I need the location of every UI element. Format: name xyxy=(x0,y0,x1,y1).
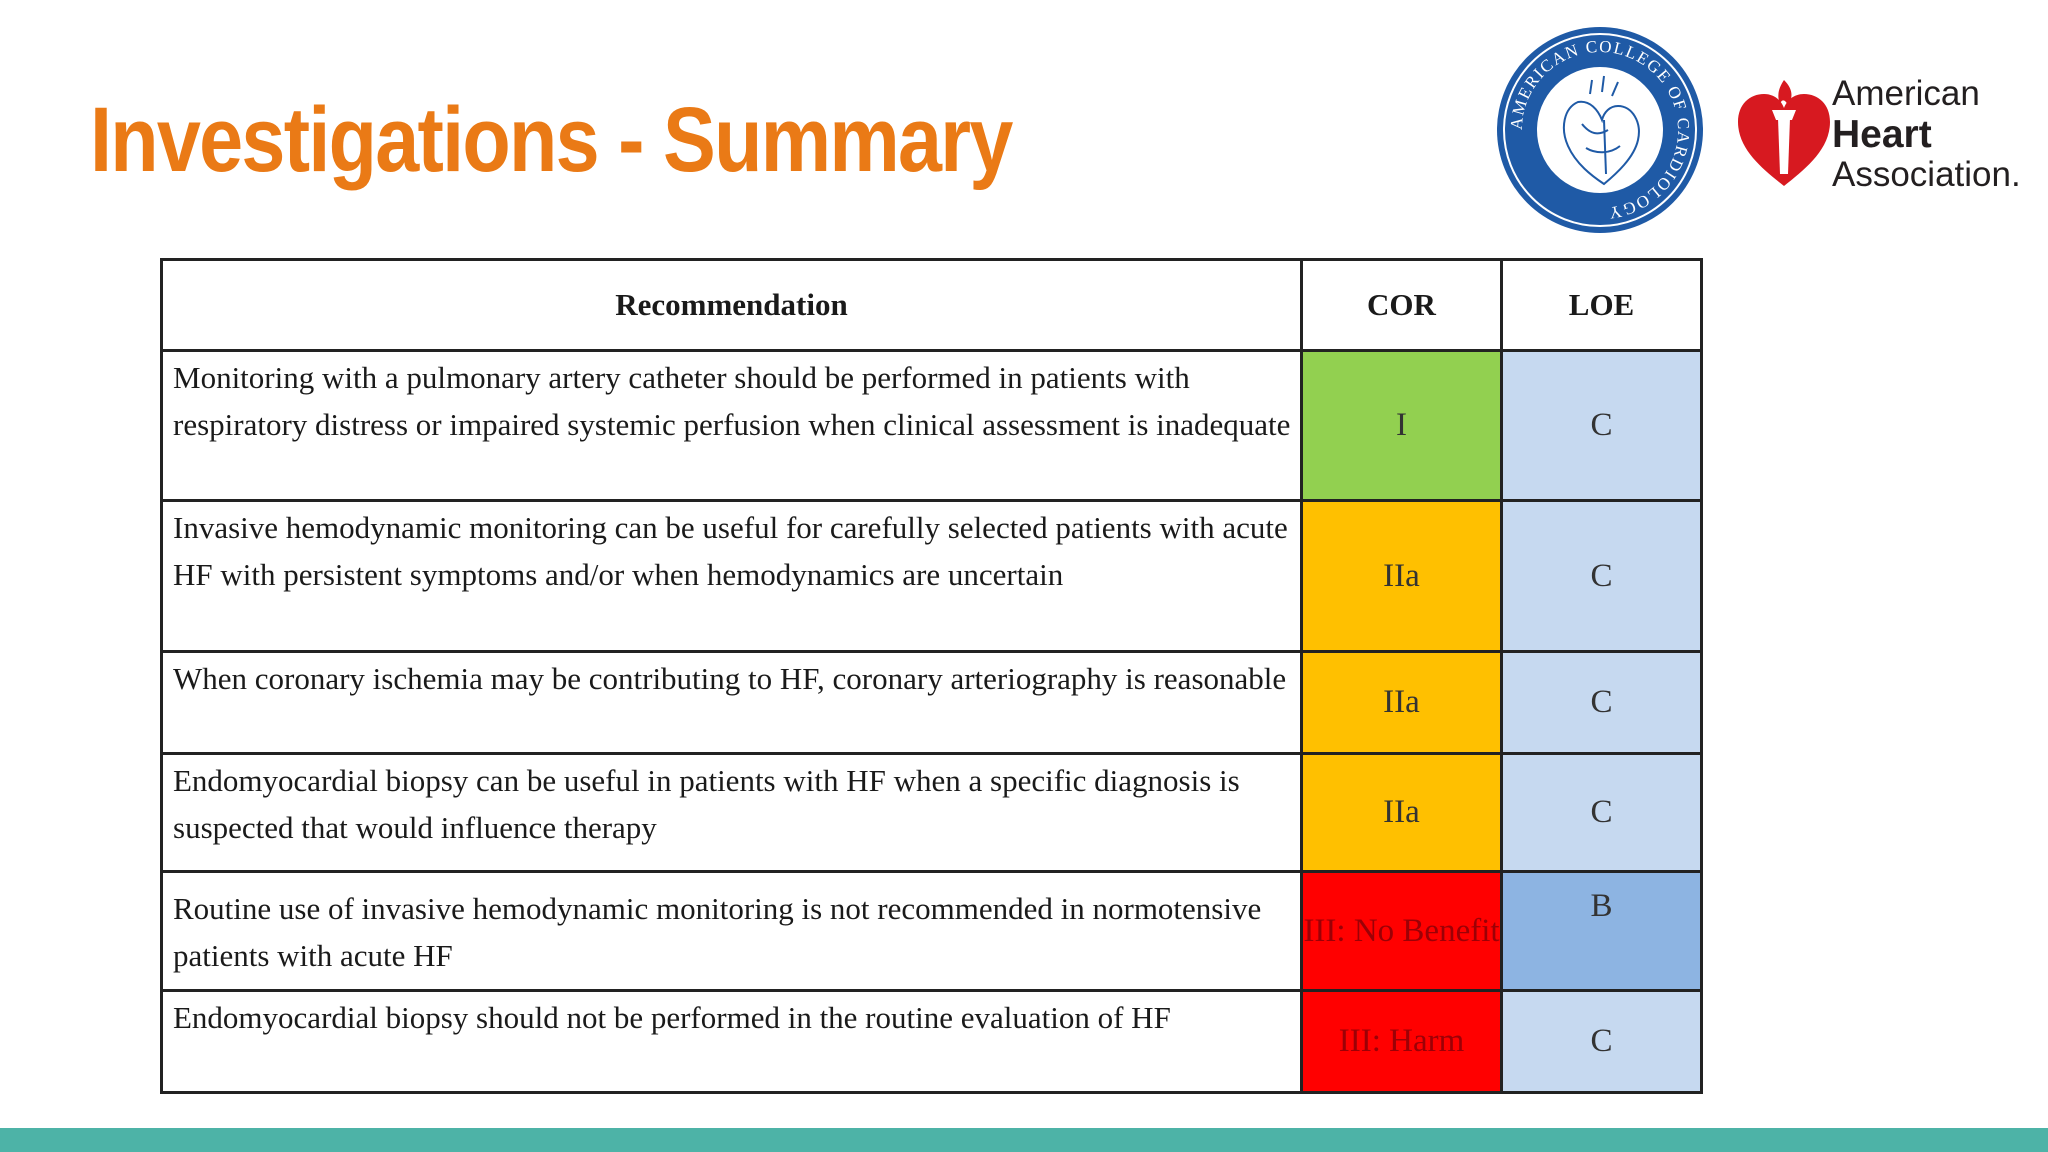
table-row: When coronary ischemia may be contributi… xyxy=(160,650,1703,755)
cor-cell: I xyxy=(1300,349,1503,502)
recommendation-cell: Routine use of invasive hemodynamic moni… xyxy=(160,870,1303,992)
recommendation-cell: Monitoring with a pulmonary artery cathe… xyxy=(160,349,1303,502)
cor-cell: IIa xyxy=(1300,650,1503,755)
acc-seal-icon: AMERICAN COLLEGE OF CARDIOLOGY xyxy=(1497,27,1703,233)
table-row: Monitoring with a pulmonary artery cathe… xyxy=(160,349,1703,502)
aha-logo: American Heart Association. xyxy=(1734,72,2034,192)
loe-cell: C xyxy=(1500,349,1703,502)
recommendation-cell: Endomyocardial biopsy should not be perf… xyxy=(160,989,1303,1094)
header-cor: COR xyxy=(1300,258,1503,352)
cor-cell: IIa xyxy=(1300,499,1503,653)
loe-cell: C xyxy=(1500,989,1703,1094)
loe-cell: B xyxy=(1500,870,1703,992)
aha-heart-torch-icon xyxy=(1738,80,1830,186)
table-row: Endomyocardial biopsy should not be perf… xyxy=(160,989,1703,1094)
header-loe: LOE xyxy=(1500,258,1703,352)
cor-cell: III: Harm xyxy=(1300,989,1503,1094)
table-row: Invasive hemodynamic monitoring can be u… xyxy=(160,499,1703,653)
cor-cell: III: No Benefit xyxy=(1300,870,1503,992)
recommendation-cell: When coronary ischemia may be contributi… xyxy=(160,650,1303,755)
aha-wordmark: American Heart Association. xyxy=(1832,76,2021,192)
recommendations-table: Recommendation COR LOE Monitoring with a… xyxy=(160,258,1703,1094)
aha-line-2: Heart xyxy=(1832,113,1932,156)
footer-accent-bar xyxy=(0,1128,2048,1152)
loe-cell: C xyxy=(1500,650,1703,755)
loe-cell: C xyxy=(1500,499,1703,653)
aha-line-3: Association. xyxy=(1832,155,2021,194)
cor-cell: IIa xyxy=(1300,752,1503,873)
recommendation-cell: Endomyocardial biopsy can be useful in p… xyxy=(160,752,1303,873)
table-row: Endomyocardial biopsy can be useful in p… xyxy=(160,752,1703,873)
table-header-row: Recommendation COR LOE xyxy=(160,258,1703,352)
aha-line-1: American xyxy=(1832,74,1980,113)
header-recommendation: Recommendation xyxy=(160,258,1303,352)
table-row: Routine use of invasive hemodynamic moni… xyxy=(160,870,1703,992)
recommendation-cell: Invasive hemodynamic monitoring can be u… xyxy=(160,499,1303,653)
slide-title: Investigations - Summary xyxy=(90,89,1013,191)
loe-cell: C xyxy=(1500,752,1703,873)
